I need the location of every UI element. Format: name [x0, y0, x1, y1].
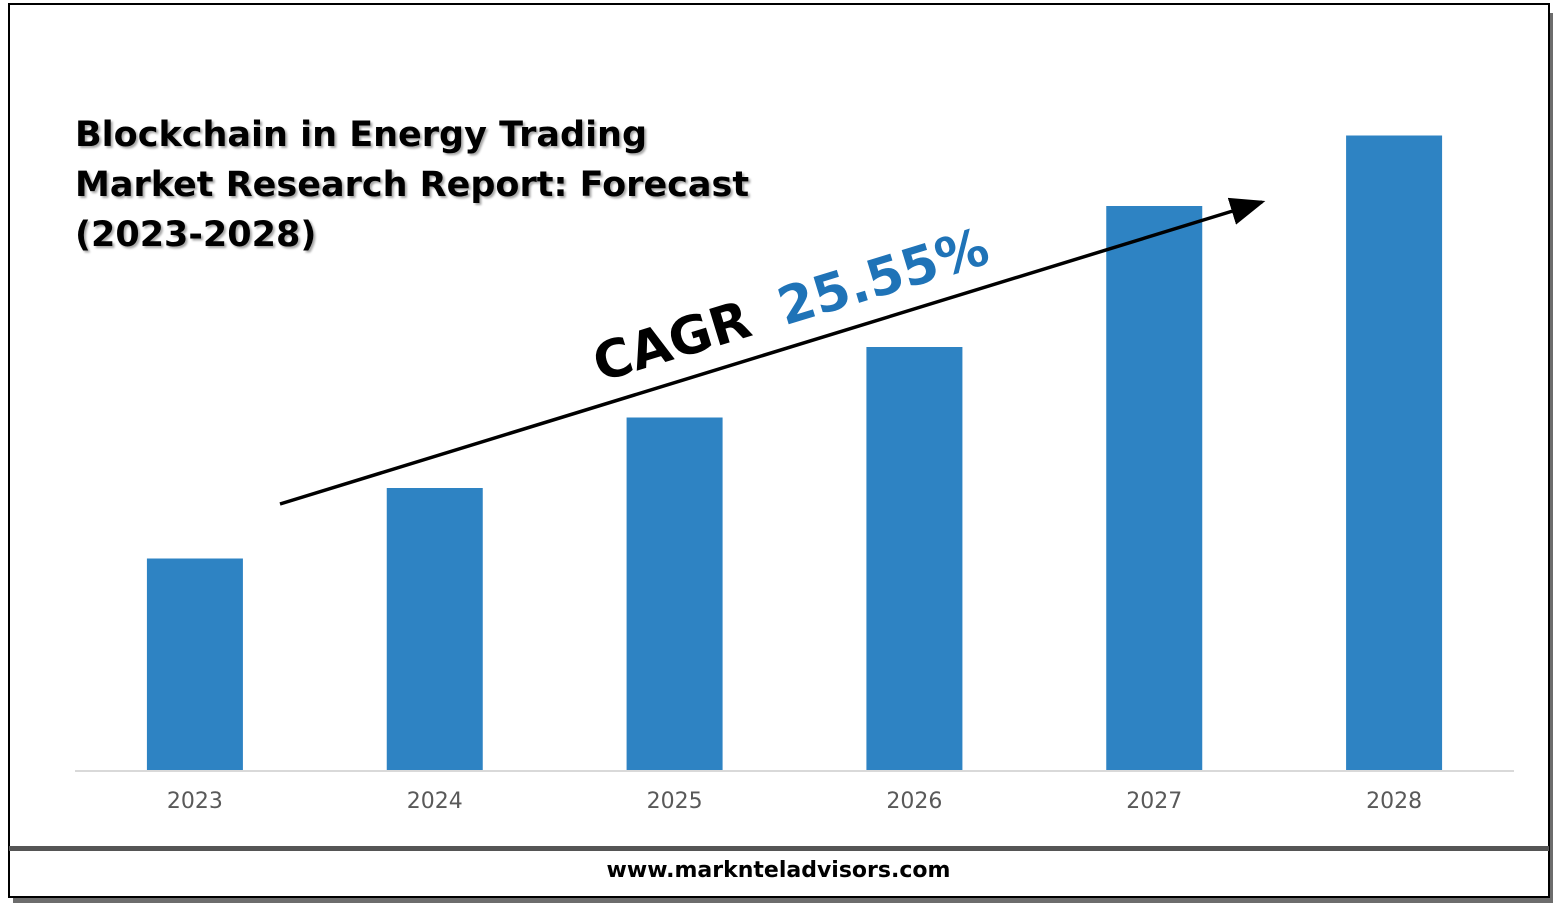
bar-2026 — [866, 347, 963, 770]
x-tick-label-2023: 2023 — [167, 789, 223, 814]
bar-2027 — [1106, 206, 1203, 770]
bar-2023 — [146, 558, 243, 770]
x-tick-labels: 2023 2024 2025 2026 2027 2028 — [167, 789, 1422, 814]
bars-group — [146, 135, 1443, 770]
title-line-1: Blockchain in Energy Trading — [75, 115, 648, 155]
chart-title: Blockchain in Energy Trading Market Rese… — [75, 110, 835, 260]
footer-separator — [9, 846, 1549, 851]
title-line-2: Market Research Report: Forecast — [75, 165, 750, 205]
cagr-arrow — [279, 197, 1266, 506]
footer-url: www.marknteladvisors.com — [606, 858, 951, 883]
x-tick-label-2024: 2024 — [407, 789, 463, 814]
x-tick-label-2025: 2025 — [647, 789, 703, 814]
bar-2025 — [626, 417, 723, 770]
bar-2028 — [1346, 135, 1443, 770]
x-tick-label-2028: 2028 — [1366, 789, 1422, 814]
x-tick-label-2026: 2026 — [886, 789, 942, 814]
frame-border — [8, 3, 1550, 898]
x-tick-label-2027: 2027 — [1126, 789, 1182, 814]
bar-2024 — [386, 488, 483, 770]
title-line-3: (2023-2028) — [75, 215, 317, 255]
